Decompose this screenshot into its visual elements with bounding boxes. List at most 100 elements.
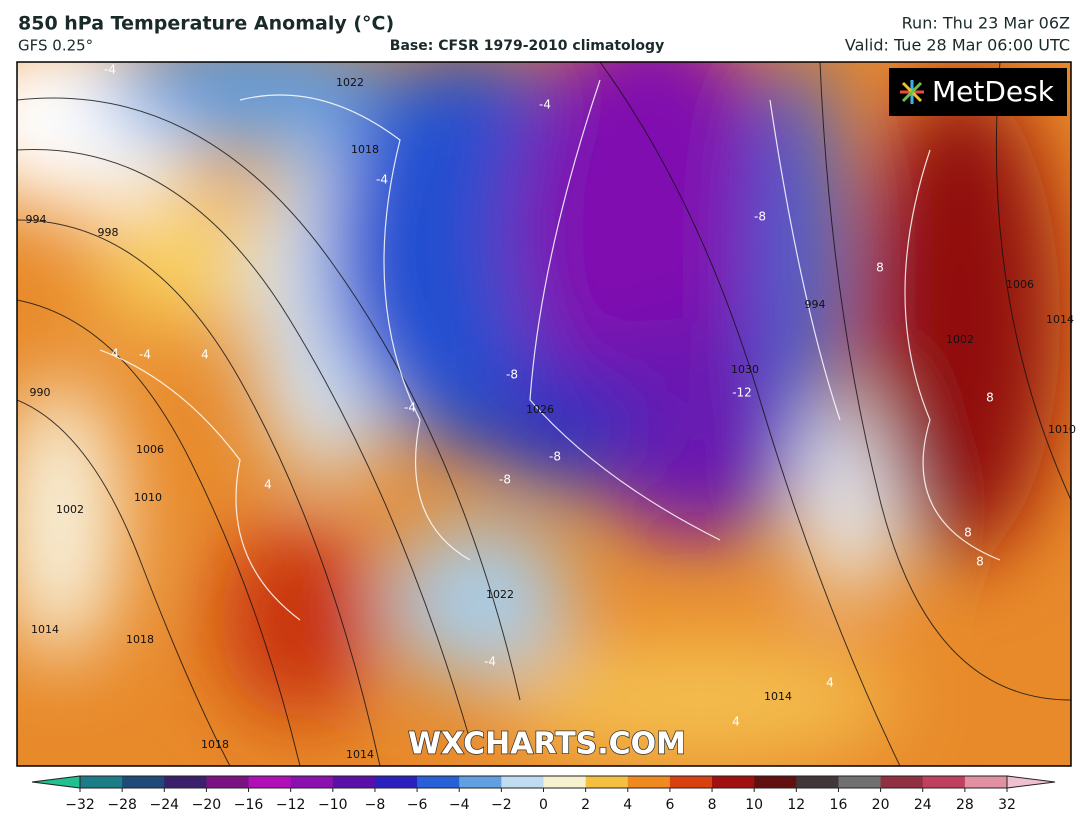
colorbar-segment — [669, 776, 713, 788]
colorbar-tick-label: −2 — [491, 797, 512, 813]
colorbar-tick-label: −24 — [149, 797, 179, 813]
isobar-label: 1022 — [336, 76, 364, 89]
isobar-label: 1002 — [946, 333, 974, 346]
isobar-label: 1002 — [56, 503, 84, 516]
map — [17, 62, 1071, 766]
isobar-label: 1030 — [731, 363, 759, 376]
colorbar-segment — [417, 776, 460, 788]
run: Run: Thu 23 Mar 06Z — [902, 14, 1070, 33]
isobar-label: 1006 — [136, 443, 164, 456]
logo-icon — [900, 80, 924, 104]
colorbar-extend-high — [1006, 775, 1056, 789]
colorbar-segment — [332, 776, 376, 788]
anomaly-label: -8 — [754, 210, 766, 224]
colorbar-tick-label: 4 — [623, 797, 632, 813]
colorbar-tick-label: 32 — [998, 797, 1016, 813]
anomaly-label: 8 — [964, 526, 972, 540]
anomaly-label: -12 — [732, 386, 752, 400]
isobar-label: 1022 — [486, 588, 514, 601]
base: Base: CFSR 1979-2010 climatology — [390, 38, 664, 54]
isobar-label: 990 — [30, 386, 51, 399]
colorbar-segment — [754, 776, 797, 788]
anomaly-label: 4 — [201, 348, 209, 362]
anomaly-label: 4 — [264, 478, 272, 492]
colorbar-tick-label: 2 — [581, 797, 590, 813]
colorbar-segment — [80, 776, 123, 788]
colorbar-tick-label: 0 — [539, 797, 548, 813]
isobar-label: 1018 — [201, 738, 229, 751]
isobar-label: 998 — [98, 226, 119, 239]
colorbar-tick-label: −4 — [449, 797, 470, 813]
anomaly-label: -4 — [139, 348, 151, 362]
isobar-label: 1010 — [134, 491, 162, 504]
isobar-label: 994 — [805, 298, 826, 311]
anomaly-label: -8 — [506, 368, 518, 382]
colorbar-segment — [585, 776, 629, 788]
title: 850 hPa Temperature Anomaly (°C) — [18, 13, 394, 35]
colorbar-tick-label: −20 — [192, 797, 222, 813]
isobar-label: 1018 — [351, 143, 379, 156]
anomaly-label: 8 — [876, 261, 884, 275]
colorbar-segment — [712, 776, 755, 788]
colorbar-segment — [543, 776, 587, 788]
colorbar-tick-label: −32 — [65, 797, 95, 813]
colorbar-tick-label: −12 — [276, 797, 306, 813]
isobar-label: 994 — [26, 213, 47, 226]
isobar-label: 1026 — [526, 403, 554, 416]
colorbar-segment — [248, 776, 292, 788]
anomaly-label: -4 — [104, 63, 116, 77]
colorbar-segment — [964, 776, 1008, 788]
colorbar: −32 −28 −24 −20 −16 −12 −10 −8 −6 −4 −2 0 2 4 6 8 10 12 16… — [31, 775, 1056, 813]
anomaly-label: -8 — [499, 473, 511, 487]
logo: MetDesk — [932, 75, 1055, 108]
colorbar-tick-label: −10 — [318, 797, 348, 813]
model: GFS 0.25° — [18, 37, 93, 55]
colorbar-tick-label: 16 — [830, 797, 848, 813]
isobar-label: 1014 — [346, 748, 374, 761]
colorbar-tick-label: −6 — [407, 797, 428, 813]
anomaly-label: -8 — [549, 450, 561, 464]
colorbar-segment — [880, 776, 924, 788]
isobar-label: 1018 — [126, 633, 154, 646]
anomaly-label: 4 — [826, 676, 834, 690]
colorbar-segment — [122, 776, 165, 788]
anomaly-label: -4 — [404, 401, 416, 415]
colorbar-tick-label: 28 — [956, 797, 974, 813]
colorbar-segment — [501, 776, 544, 788]
anomaly-label: -4 — [539, 98, 551, 112]
colorbar-segment — [206, 776, 250, 788]
map-labels: 1022 1018 994 998 990 1006 1002 1010 1014 1018 102… — [26, 63, 1077, 762]
anomaly-label: -4 — [376, 173, 388, 187]
colorbar-tick-label: −8 — [365, 797, 386, 813]
colorbar-tick-label: 8 — [708, 797, 717, 813]
colorbar-segment — [374, 776, 418, 788]
isobar-label: 1014 — [764, 690, 792, 703]
colorbar-segment — [796, 776, 839, 788]
colorbar-segment — [838, 776, 882, 788]
watermark: WXCHARTS.COM — [408, 727, 686, 762]
colorbar-tick-label: −16 — [234, 797, 264, 813]
isobar-label: 1014 — [1046, 313, 1074, 326]
colorbar-extend-low — [31, 775, 81, 789]
colorbar-segment — [164, 776, 207, 788]
colorbar-segment — [290, 776, 334, 788]
anomaly-label: 4 — [732, 715, 740, 729]
isobar-label: 1006 — [1006, 278, 1034, 291]
isobar-label: 1014 — [31, 623, 59, 636]
map-frame — [16, 61, 1072, 767]
anomaly-label: -4 — [484, 655, 496, 669]
colorbar-tick-label: 12 — [787, 797, 805, 813]
anomaly-label: 4 — [111, 347, 119, 361]
colorbar-tick-label: 24 — [914, 797, 932, 813]
colorbar-segment — [627, 776, 671, 788]
colorbar-tick-label: 20 — [872, 797, 890, 813]
colorbar-tick-label: −28 — [107, 797, 137, 813]
anomaly-label: 8 — [976, 555, 984, 569]
colorbar-tick-label: 6 — [665, 797, 674, 813]
colorbar-tick-label: 10 — [745, 797, 763, 813]
colorbar-segment — [459, 776, 502, 788]
isobar-label: 1010 — [1048, 423, 1076, 436]
anomaly-label: 8 — [986, 391, 994, 405]
colorbar-segment — [922, 776, 966, 788]
